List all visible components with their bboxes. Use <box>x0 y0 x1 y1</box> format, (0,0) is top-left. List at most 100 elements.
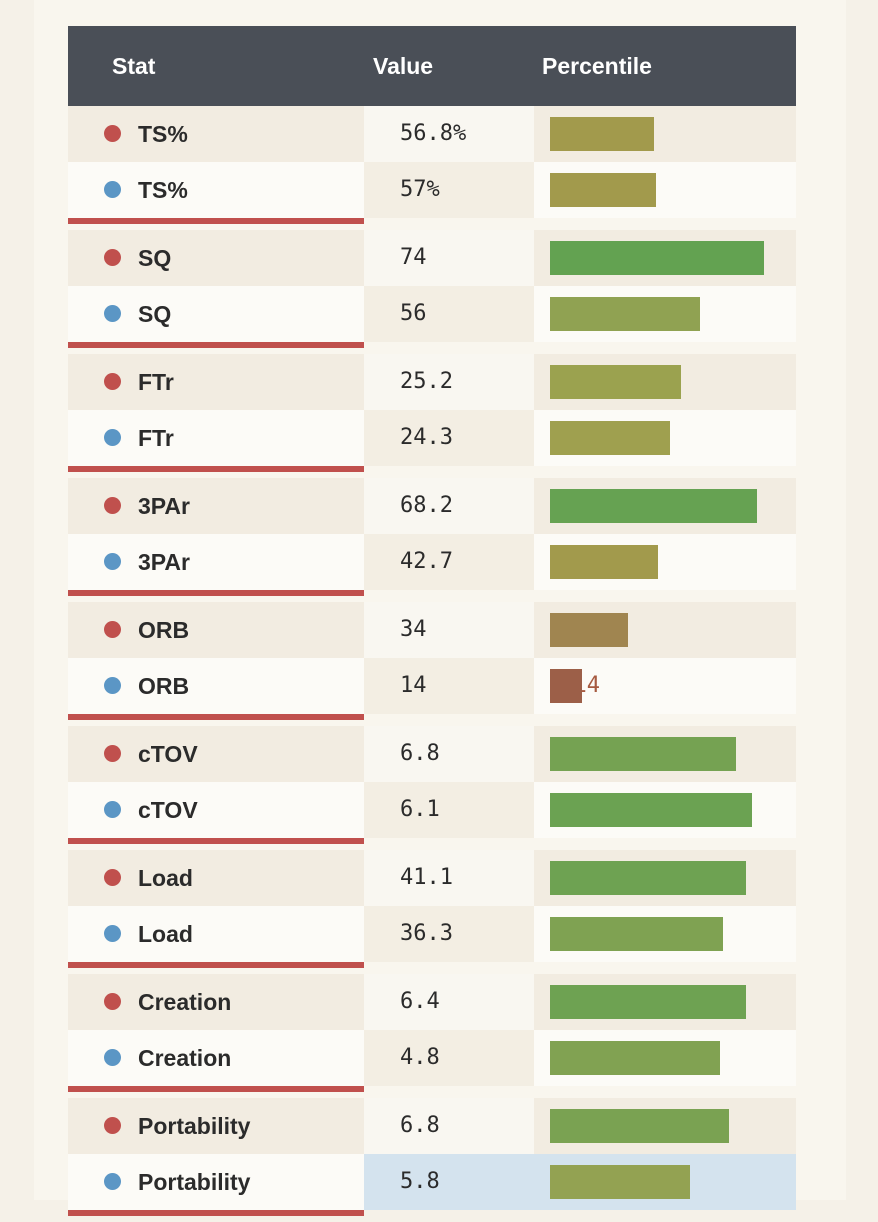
stat-value: 34 <box>400 617 427 642</box>
stat-value: 4.8 <box>400 1045 440 1070</box>
player-a-dot-icon <box>104 125 121 142</box>
table-row[interactable]: cTOV 6.8 81 <box>68 726 796 782</box>
percentile-cell: 46 <box>534 162 796 218</box>
stat-cell: Load <box>68 906 364 962</box>
percentile-bar <box>550 297 700 331</box>
stat-group: cTOV 6.8 81 cTOV 6.1 88 <box>68 726 796 850</box>
stat-label: Portability <box>138 1169 251 1195</box>
value-cell: 6.8 <box>364 1098 534 1154</box>
separator-line <box>68 590 364 596</box>
table-row[interactable]: ORB 14 14 <box>68 658 796 714</box>
player-a-dot-icon <box>104 1117 121 1134</box>
stat-value: 56 <box>400 301 427 326</box>
stat-cell: ORB <box>68 602 364 658</box>
value-cell: 6.1 <box>364 782 534 838</box>
value-cell: 68.2 <box>364 478 534 534</box>
player-a-dot-icon <box>104 621 121 638</box>
group-separator <box>68 218 796 230</box>
table-row[interactable]: SQ 74 93 <box>68 230 796 286</box>
player-b-dot-icon <box>104 677 121 694</box>
group-separator <box>68 962 796 974</box>
stat-label: SQ <box>138 245 172 271</box>
stat-label: TS% <box>138 177 188 203</box>
table-row[interactable]: Portability 5.8 61 <box>68 1154 796 1210</box>
stat-label: TS% <box>138 121 188 147</box>
stat-value: 74 <box>400 245 427 270</box>
percentile-cell: 52 <box>534 410 796 466</box>
player-b-dot-icon <box>104 801 121 818</box>
percentile-cell: 45 <box>534 106 796 162</box>
percentile-cell: 81 <box>534 726 796 782</box>
player-b-dot-icon <box>104 181 121 198</box>
table-row[interactable]: FTr 25.2 57 <box>68 354 796 410</box>
percentile-bar <box>550 861 746 895</box>
group-separator <box>68 1086 796 1098</box>
percentile-cell: 90 <box>534 478 796 534</box>
stat-cell: TS% <box>68 106 364 162</box>
stat-cell: FTr <box>68 354 364 410</box>
separator-line <box>68 962 364 968</box>
table-row[interactable]: Portability 6.8 78 <box>68 1098 796 1154</box>
stat-value: 14 <box>400 673 427 698</box>
header-value[interactable]: Value <box>373 53 434 79</box>
stat-group: ORB 34 34 ORB 14 14 <box>68 602 796 726</box>
value-cell: 14 <box>364 658 534 714</box>
stat-cell: SQ <box>68 230 364 286</box>
percentile-bar <box>550 917 723 951</box>
table-row[interactable]: cTOV 6.1 88 <box>68 782 796 838</box>
stat-label: FTr <box>138 425 174 451</box>
value-cell: 25.2 <box>364 354 534 410</box>
player-b-dot-icon <box>104 553 121 570</box>
player-a-dot-icon <box>104 249 121 266</box>
stat-label: ORB <box>138 673 190 699</box>
percentile-bar <box>550 117 654 151</box>
stat-label: cTOV <box>138 741 198 767</box>
stat-label: Creation <box>138 989 232 1015</box>
value-cell: 74 <box>364 230 534 286</box>
group-separator <box>68 714 796 726</box>
table-row[interactable]: Creation 4.8 74 <box>68 1030 796 1086</box>
value-cell: 57% <box>364 162 534 218</box>
table-row[interactable]: SQ 56 65 <box>68 286 796 342</box>
table-row[interactable]: ORB 34 34 <box>68 602 796 658</box>
stat-cell: 3PAr <box>68 478 364 534</box>
stat-group: FTr 25.2 57 FTr 24.3 52 <box>68 354 796 478</box>
stat-cell: Portability <box>68 1154 364 1210</box>
stat-value: 42.7 <box>400 549 453 574</box>
group-separator <box>68 466 796 478</box>
stat-cell: Creation <box>68 1030 364 1086</box>
header-stat[interactable]: Stat <box>112 53 156 79</box>
stat-value: 36.3 <box>400 921 453 946</box>
percentile-bar <box>550 421 670 455</box>
player-a-dot-icon <box>104 497 121 514</box>
stat-label: 3PAr <box>138 493 190 519</box>
table-row[interactable]: TS% 56.8% 45 <box>68 106 796 162</box>
table-row[interactable]: Load 36.3 75 <box>68 906 796 962</box>
table-row[interactable]: TS% 57% 46 <box>68 162 796 218</box>
percentile-bar <box>550 1041 720 1075</box>
header-percentile[interactable]: Percentile <box>542 53 652 79</box>
table-row[interactable]: 3PAr 68.2 90 <box>68 478 796 534</box>
stat-cell: cTOV <box>68 726 364 782</box>
percentile-cell: 74 <box>534 1030 796 1086</box>
stat-group: Portability 6.8 78 Portability 5.8 61 <box>68 1098 796 1222</box>
value-cell: 4.8 <box>364 1030 534 1086</box>
stat-cell: ORB <box>68 658 364 714</box>
value-cell: 6.8 <box>364 726 534 782</box>
group-separator <box>68 342 796 354</box>
stat-cell: 3PAr <box>68 534 364 590</box>
table-row[interactable]: 3PAr 42.7 47 <box>68 534 796 590</box>
player-b-dot-icon <box>104 305 121 322</box>
value-cell: 24.3 <box>364 410 534 466</box>
value-cell: 6.4 <box>364 974 534 1030</box>
percentile-cell: 57 <box>534 354 796 410</box>
table-row[interactable]: Load 41.1 85 <box>68 850 796 906</box>
player-b-dot-icon <box>104 429 121 446</box>
percentile-number: 14 <box>573 673 601 698</box>
stat-label: 3PAr <box>138 549 190 575</box>
stat-group: Creation 6.4 85 Creation 4.8 74 <box>68 974 796 1098</box>
table-row[interactable]: FTr 24.3 52 <box>68 410 796 466</box>
stat-value: 41.1 <box>400 865 453 890</box>
table-row[interactable]: Creation 6.4 85 <box>68 974 796 1030</box>
player-a-dot-icon <box>104 373 121 390</box>
